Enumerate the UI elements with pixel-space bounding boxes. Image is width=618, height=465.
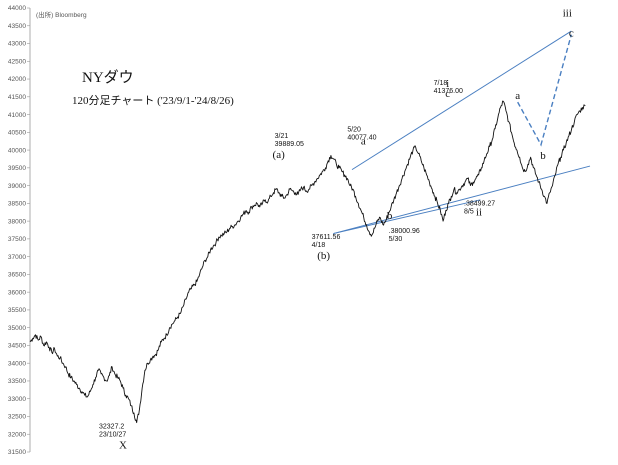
y-tick-label: 35500 bbox=[8, 307, 26, 314]
y-tick-label: 42500 bbox=[8, 58, 26, 65]
wave-label: (b) bbox=[317, 250, 330, 262]
y-tick-label: 40000 bbox=[8, 147, 26, 154]
y-axis: 31500 32000 32500 33000 33500 34000 34500 35000… bbox=[8, 5, 31, 456]
wave-label: b bbox=[540, 150, 546, 162]
y-tick-label: 40500 bbox=[8, 130, 26, 137]
annotation-label: 3/21 bbox=[275, 133, 289, 140]
price-line bbox=[29, 100, 586, 424]
y-tick-label: 43500 bbox=[8, 23, 26, 30]
y-tick-label: 36000 bbox=[8, 289, 26, 296]
price-series bbox=[29, 100, 586, 424]
wave-label: c bbox=[569, 28, 574, 40]
y-tick-label: 32500 bbox=[8, 414, 26, 421]
y-tick-label: 43000 bbox=[8, 41, 26, 48]
y-tick-label: 34500 bbox=[8, 343, 26, 350]
annotation-label: 39889.05 bbox=[275, 141, 304, 148]
annotation-label: 37611.56 bbox=[312, 234, 341, 241]
y-tick-label: 34000 bbox=[8, 360, 26, 367]
wave-label: b bbox=[387, 210, 393, 222]
lower-trendline bbox=[333, 165, 591, 235]
y-tick-label: 36500 bbox=[8, 272, 26, 279]
wave-label: a bbox=[515, 90, 520, 102]
annotation-label: 8/5 bbox=[464, 208, 474, 215]
annotation-label: 5/30 bbox=[389, 236, 403, 243]
y-tick-label: 44000 bbox=[8, 5, 26, 12]
y-tick-label: 31500 bbox=[8, 449, 26, 456]
annotation-label: 32327.2 bbox=[99, 424, 124, 431]
annotation-label: .38000.96 bbox=[389, 228, 420, 235]
y-tick-label: 39500 bbox=[8, 165, 26, 172]
annotation-label: 41376.00 bbox=[434, 88, 463, 95]
annotation-label: 40077.40 bbox=[347, 134, 376, 141]
wave-label: ii bbox=[476, 206, 482, 218]
wave-projection bbox=[517, 34, 573, 147]
y-tick-label: 33500 bbox=[8, 378, 26, 385]
y-tick-label: 42000 bbox=[8, 76, 26, 83]
y-tick-label: 37500 bbox=[8, 236, 26, 243]
trendlines bbox=[333, 30, 591, 235]
y-tick-label: 41000 bbox=[8, 112, 26, 119]
y-tick-label: 37000 bbox=[8, 254, 26, 261]
y-tick-label: 32000 bbox=[8, 431, 26, 438]
wave-label: (a) bbox=[273, 149, 286, 161]
y-tick-label: 35000 bbox=[8, 325, 26, 332]
annotation-label: 4/18 bbox=[312, 242, 326, 249]
y-tick-label: 38000 bbox=[8, 218, 26, 225]
annotation-label: 7/18 bbox=[434, 80, 448, 87]
y-tick-label: 38500 bbox=[8, 201, 26, 208]
annotation-label: 23/10/27 bbox=[99, 432, 126, 439]
chart-title: NYダウ bbox=[82, 69, 134, 86]
wave-label: a bbox=[361, 135, 366, 147]
y-tick-label: 39000 bbox=[8, 183, 26, 190]
wave-label: iii bbox=[563, 8, 572, 20]
y-tick-label: 41500 bbox=[8, 94, 26, 101]
wave-label: i bbox=[446, 78, 449, 90]
y-tick-label: 33000 bbox=[8, 396, 26, 403]
wave-label: X bbox=[119, 440, 127, 452]
annotation-label: 5/20 bbox=[347, 126, 361, 133]
chart-subtitle: 120分足チャート ('23/9/1-'24/8/26) bbox=[72, 94, 234, 107]
wave-label: c bbox=[445, 88, 450, 100]
annotation-label: .38499.27 bbox=[464, 200, 495, 207]
early-trendline bbox=[333, 199, 481, 235]
source-label: (出所) Bloomberg bbox=[36, 10, 87, 19]
projection-line bbox=[517, 34, 573, 147]
upper-trendline bbox=[351, 30, 572, 171]
